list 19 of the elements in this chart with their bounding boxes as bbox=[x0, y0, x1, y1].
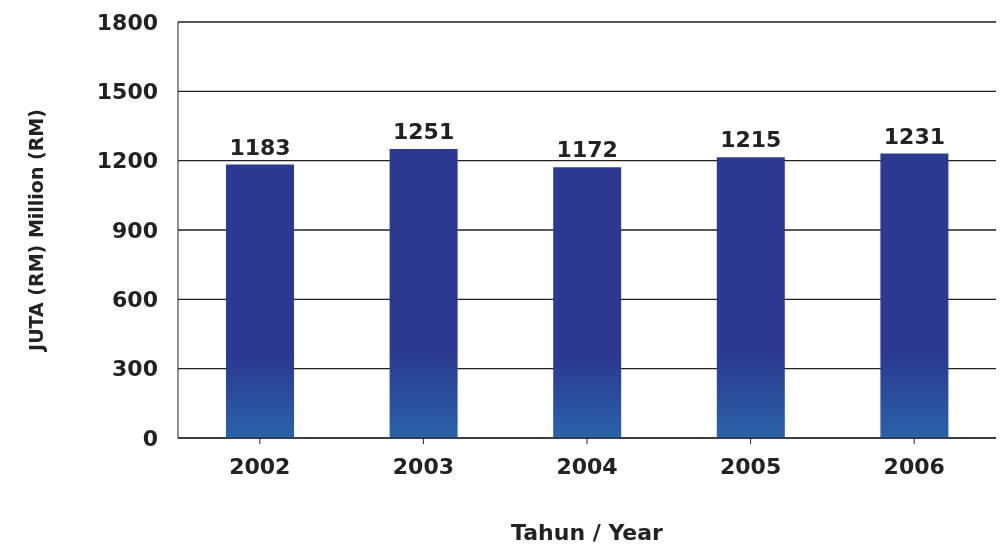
x-tick-label: 2006 bbox=[883, 453, 945, 479]
y-axis-title: JUTA (RM) Million (RM) bbox=[24, 109, 47, 353]
x-tick-label: 2002 bbox=[229, 453, 291, 479]
data-label: 1231 bbox=[883, 123, 946, 149]
x-tick-label: 2005 bbox=[719, 453, 782, 479]
x-tick-label: 2003 bbox=[392, 453, 455, 479]
y-tick-label: 0 bbox=[142, 425, 158, 451]
data-label: 1215 bbox=[720, 127, 782, 153]
data-label: 1172 bbox=[556, 137, 618, 163]
y-tick-label: 1500 bbox=[96, 79, 158, 105]
y-tick-label: 1800 bbox=[96, 9, 158, 35]
y-tick-label: 900 bbox=[112, 217, 158, 243]
y-tick-label: 1200 bbox=[96, 148, 158, 174]
data-label: 1183 bbox=[229, 134, 291, 160]
data-label: 1251 bbox=[392, 118, 455, 144]
y-tick-label: 300 bbox=[112, 356, 158, 382]
y-tick-label: 600 bbox=[112, 287, 158, 313]
x-axis-title: Tahun / Year bbox=[511, 520, 664, 545]
x-tick-label: 2004 bbox=[556, 453, 618, 479]
